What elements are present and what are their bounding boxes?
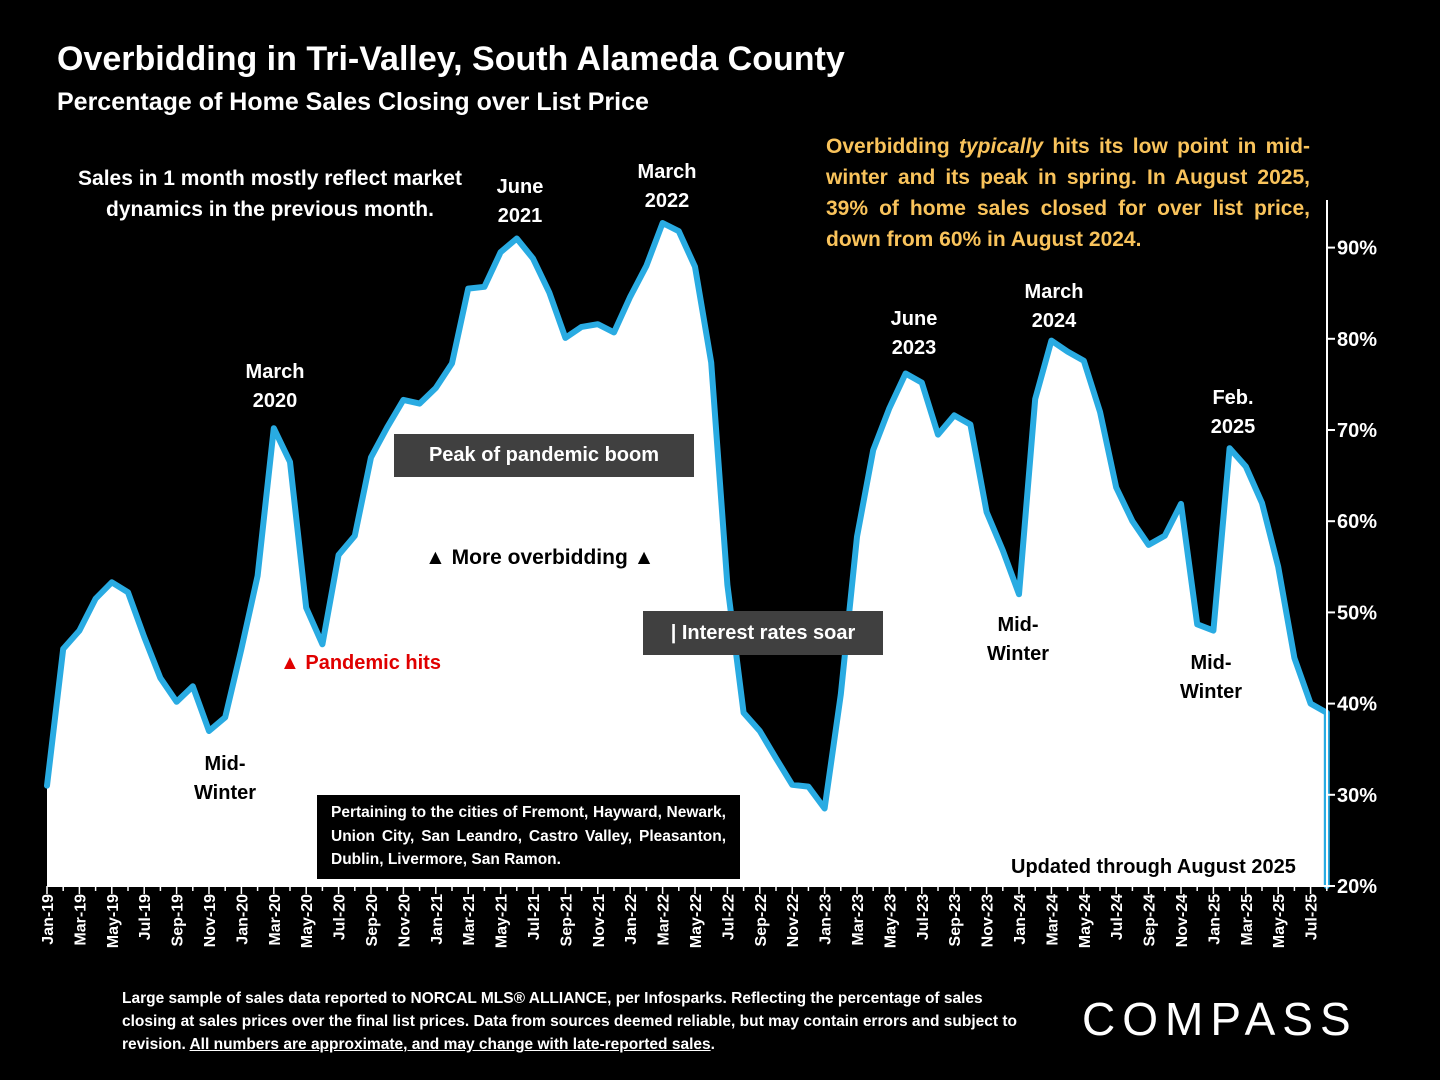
annotation-midwinter-2022: Mid- Winter — [793, 825, 857, 876]
axes — [47, 200, 1328, 887]
x-tick-label: Sep-23 — [947, 894, 964, 947]
x-tick-label: May-19 — [105, 894, 122, 948]
footer-source-note: Large sample of sales data reported to N… — [122, 987, 1017, 1056]
updated-label: Updated through August 2025 — [1011, 856, 1296, 878]
x-tick-label: Mar-25 — [1239, 894, 1256, 946]
x-tick-label: Jan-21 — [429, 894, 446, 945]
x-tick-label: May-21 — [494, 894, 511, 948]
annotation-march-2024: March 2024 — [1024, 281, 1084, 332]
x-tick-label: Jan-19 — [40, 894, 57, 945]
chart-subtitle: Percentage of Home Sales Closing over Li… — [57, 88, 649, 116]
x-tick-label: Mar-20 — [267, 894, 284, 946]
annotation-midwinter-2019: Mid- Winter — [193, 753, 257, 804]
x-tick-label: Nov-19 — [202, 894, 219, 947]
note-summary: Overbidding typically hits its low point… — [826, 131, 1310, 255]
annotation-june-2023: June 2023 — [890, 308, 938, 359]
x-tick-label: Sep-24 — [1142, 894, 1159, 947]
peak-pandemic-box: Peak of pandemic boom — [394, 434, 694, 477]
x-tick-label: Jul-23 — [915, 894, 932, 940]
x-tick-label: Mar-22 — [656, 894, 673, 946]
x-tick-label: Jan-22 — [623, 894, 640, 945]
x-tick-label: Nov-20 — [396, 894, 413, 947]
x-tick-label: Sep-22 — [753, 894, 770, 947]
x-tick-label: Nov-24 — [1174, 894, 1191, 947]
annotation-may-2019: May 2019 — [90, 516, 136, 567]
x-tick-label: Mar-24 — [1044, 894, 1061, 946]
note-summary-before: Overbidding — [826, 135, 959, 158]
y-tick-label: 90% — [1337, 238, 1377, 260]
x-tick-label: Sep-20 — [364, 894, 381, 947]
x-tick-label: Mar-23 — [850, 894, 867, 946]
x-tick-label: May-24 — [1077, 894, 1094, 948]
x-tick-label: Jul-19 — [137, 894, 154, 940]
x-tick-label: Jan-25 — [1206, 894, 1223, 945]
pandemic-hits-label: ▲ Pandemic hits — [280, 652, 441, 674]
x-tick-label: Jul-20 — [332, 894, 349, 940]
x-tick-label: Sep-21 — [558, 894, 575, 947]
interest-rates-box: | Interest rates soar — [643, 611, 883, 655]
series-line — [44, 220, 1330, 889]
y-tick-label: 20% — [1337, 876, 1377, 898]
x-tick-label: Nov-22 — [785, 894, 802, 947]
more-overbidding-label: ▲ More overbidding ▲ — [425, 546, 655, 569]
annotation-midwinter-2024: Mid- Winter — [986, 614, 1050, 665]
footer-end: . — [710, 1036, 715, 1053]
annotation-march-2020: March 2020 — [245, 361, 305, 412]
annotation-midwinter-2025: Mid- Winter — [1179, 652, 1243, 703]
footer-text: Large sample of sales data reported to N… — [122, 990, 1017, 1053]
x-tick-label: Jul-21 — [526, 894, 543, 940]
y-axis-ticks: 20% 30% 40% 50% 60% 70% 80% 90% — [1327, 238, 1377, 898]
x-tick-label: Jan-24 — [1012, 894, 1029, 945]
footer-underlined: All numbers are approximate, and may cha… — [189, 1036, 711, 1053]
note-sales-lag: Sales in 1 month mostly reflect market d… — [78, 167, 462, 221]
y-tick-label: 30% — [1337, 785, 1377, 807]
x-tick-label: May-20 — [299, 894, 316, 948]
y-tick-label: 50% — [1337, 602, 1377, 624]
x-tick-label: Nov-23 — [980, 894, 997, 947]
x-tick-label: Jul-22 — [720, 894, 737, 940]
note-summary-after: hits its low point in mid-winter and its… — [826, 135, 1310, 251]
x-tick-label: Sep-19 — [170, 894, 187, 947]
x-tick-label: Jan-23 — [818, 894, 835, 945]
note-summary-emphasis: typically — [958, 135, 1044, 158]
y-tick-label: 60% — [1337, 511, 1377, 533]
x-tick-label: Jul-24 — [1109, 894, 1126, 940]
annotation-feb-2025: Feb. 2025 — [1210, 387, 1256, 438]
annotation-march-2022: March 2022 — [637, 161, 697, 212]
x-tick-label: May-22 — [688, 894, 705, 948]
x-tick-label: May-25 — [1271, 894, 1288, 948]
x-tick-label: Jan-20 — [234, 894, 251, 945]
x-tick-label: Mar-19 — [72, 894, 89, 946]
cities-note: Pertaining to the cities of Fremont, Hay… — [317, 795, 740, 879]
x-tick-label: Jul-25 — [1304, 894, 1321, 940]
chart-title: Overbidding in Tri-Valley, South Alameda… — [57, 40, 845, 78]
area-fill — [47, 223, 1327, 886]
x-tick-label: Nov-21 — [591, 894, 608, 947]
compass-logo: COMPASS — [1082, 993, 1358, 1045]
x-axis-ticks: Jan-19 Mar-19 May-19 Jul-19 Sep-19 Nov-19 Jan-… — [40, 886, 1328, 948]
y-tick-label: 70% — [1337, 420, 1377, 442]
y-tick-label: 80% — [1337, 329, 1377, 351]
x-tick-label: May-23 — [882, 894, 899, 948]
x-tick-label: Mar-21 — [461, 894, 478, 946]
y-tick-label: 40% — [1337, 694, 1377, 716]
annotation-june-2021: June 2021 — [496, 176, 544, 227]
